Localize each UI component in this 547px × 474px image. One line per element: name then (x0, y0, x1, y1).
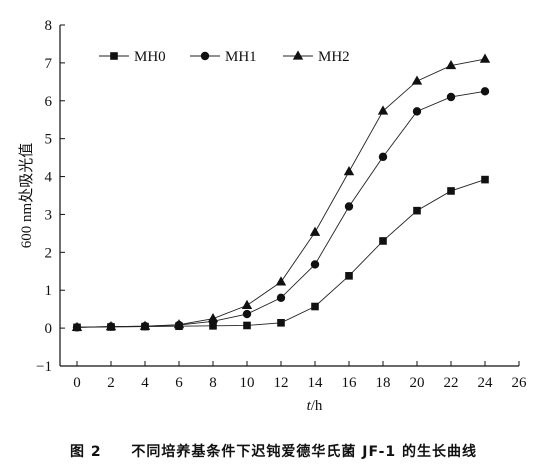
legend: MH0 MH1 MH2 (99, 49, 350, 65)
x-tick-label: 6 (175, 375, 183, 391)
data-point (345, 202, 353, 210)
series-mh1 (73, 87, 489, 331)
data-point (379, 237, 387, 245)
x-tick-label: 12 (274, 375, 289, 391)
axes (60, 25, 519, 366)
y-tick-label: 6 (45, 94, 53, 110)
x-tick-label: 18 (376, 375, 391, 391)
x-tick-label: 22 (444, 375, 459, 391)
y-tick-label: 2 (45, 245, 53, 261)
x-tick-label: 2 (107, 375, 115, 391)
legend-marker (201, 52, 209, 60)
legend-item-mh2: MH2 (283, 49, 350, 65)
legend-label: MH1 (225, 49, 257, 65)
data-point (378, 105, 388, 114)
y-tick-label: 8 (45, 18, 53, 34)
data-point (412, 75, 422, 84)
data-point (311, 260, 319, 268)
data-point (413, 107, 421, 115)
data-point (447, 187, 455, 195)
series-layer (72, 54, 490, 332)
data-point (276, 276, 286, 285)
data-point (481, 87, 489, 95)
y-tick-label: 3 (45, 207, 53, 223)
series-line (77, 180, 485, 328)
data-point (480, 54, 490, 63)
data-point (277, 294, 285, 302)
series-line (77, 59, 485, 327)
x-axis-title-unit: /h (311, 398, 323, 414)
y-tick-label: 1 (45, 283, 53, 299)
data-point (481, 176, 489, 184)
series-line (77, 91, 485, 327)
legend-label: MH0 (134, 49, 166, 65)
x-tick-label: 4 (141, 375, 149, 391)
y-tick-label: 5 (45, 132, 53, 148)
data-point (447, 93, 455, 101)
x-tick-label: 20 (410, 375, 425, 391)
figure-number: 图 2 (70, 444, 102, 460)
x-axis-title: t/h (307, 398, 323, 414)
x-tick-label: 26 (512, 375, 528, 391)
data-point (413, 207, 421, 215)
data-point (345, 272, 353, 280)
data-point (243, 310, 251, 318)
legend-label: MH2 (318, 49, 350, 65)
y-tick-label: −1 (36, 359, 52, 375)
data-point (379, 153, 387, 161)
y-tick-label: 7 (45, 56, 53, 72)
figure-caption-text: 不同培养基条件下迟钝爱德华氏菌 JF-1 的生长曲线 (131, 444, 477, 460)
legend-item-mh1: MH1 (190, 49, 257, 65)
x-tick-label: 10 (240, 375, 255, 391)
data-point (311, 303, 319, 311)
figure-caption: 图 2 不同培养基条件下迟钝爱德华氏菌 JF-1 的生长曲线 (0, 441, 547, 461)
x-tick-label: 24 (478, 375, 494, 391)
series-mh2 (72, 54, 490, 331)
data-point (242, 300, 252, 309)
legend-marker (293, 50, 303, 59)
data-point (310, 227, 320, 236)
legend-item-mh0: MH0 (99, 49, 166, 65)
y-axis-ticks: −1 0 1 2 3 4 5 6 7 8 (36, 18, 65, 375)
legend-marker (110, 52, 118, 60)
x-tick-label: 14 (308, 375, 324, 391)
series-mh0 (73, 176, 489, 331)
x-tick-label: 16 (342, 375, 358, 391)
y-tick-label: 4 (45, 170, 53, 186)
y-tick-label: 0 (45, 321, 53, 337)
x-tick-label: 8 (209, 375, 217, 391)
data-point (277, 319, 285, 327)
data-point (243, 322, 251, 330)
x-tick-label: 0 (73, 375, 81, 391)
y-axis-title: 600 nm处吸光值 (18, 143, 35, 248)
data-point (344, 166, 354, 175)
